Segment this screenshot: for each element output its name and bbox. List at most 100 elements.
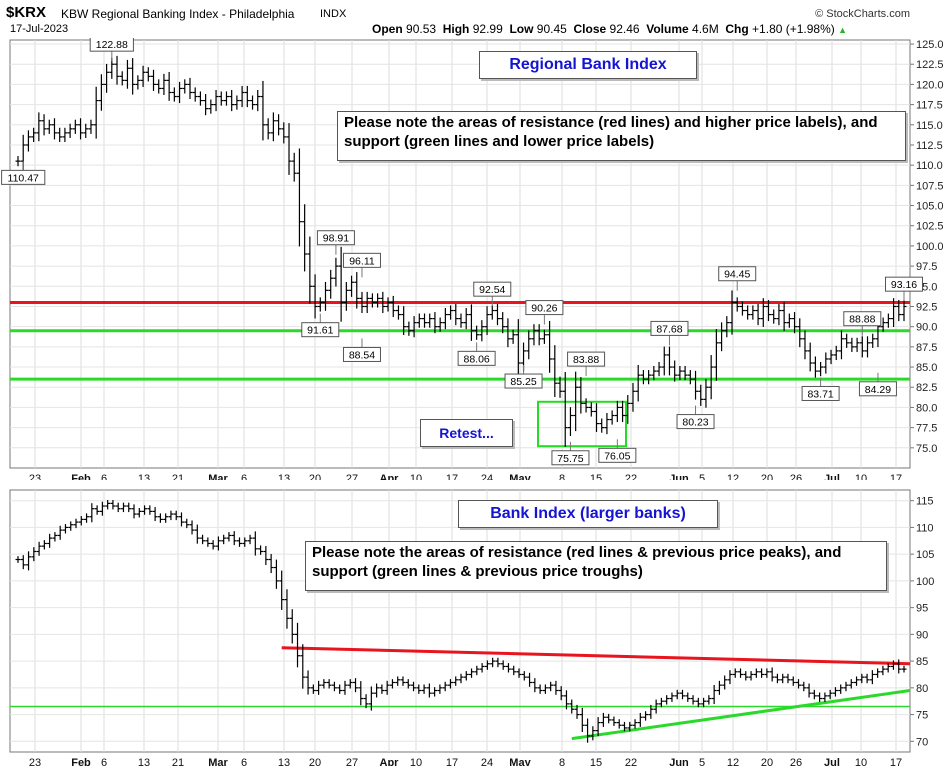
annotation-box <box>1 169 46 185</box>
x-tick-label: 10 <box>855 757 867 766</box>
x-tick-label: Feb <box>71 757 91 766</box>
exchange: INDX <box>320 8 347 20</box>
annotation-label: 92.54 <box>479 284 505 296</box>
open-label: Open <box>372 22 403 36</box>
x-tick-label: 15 <box>590 473 602 480</box>
ohlc-summary: Open 90.53 High 92.99 Low 90.45 Close 92… <box>372 22 847 36</box>
annotation-label: 87.68 <box>656 323 682 335</box>
support-trendline <box>571 689 911 741</box>
y-tick-label: 115.0 <box>916 120 943 132</box>
x-tick-label: 10 <box>855 473 867 480</box>
panel2-title: Bank Index (larger banks) <box>458 500 718 528</box>
x-tick-label: 10 <box>410 757 422 766</box>
low-value: 90.45 <box>536 22 567 36</box>
y-tick-label: 90 <box>916 629 928 641</box>
x-tick-label: 20 <box>761 473 773 480</box>
x-tick-label: 13 <box>278 473 290 480</box>
annotation-box <box>551 450 590 466</box>
y-tick-label: 80 <box>916 683 928 695</box>
annotation-box <box>316 230 355 246</box>
retest-box <box>537 400 627 448</box>
annotation-box <box>567 351 606 367</box>
annotation-label: 94.45 <box>724 269 750 281</box>
symbol: $KRX <box>6 4 47 21</box>
y-tick-label: 110.0 <box>916 160 943 172</box>
annotation-label: 122.88 <box>96 39 128 51</box>
annotation-label: 85.25 <box>510 376 536 388</box>
y-tick-label: 97.5 <box>916 261 937 273</box>
x-tick-label: May <box>509 473 531 480</box>
x-tick-label: Jun <box>669 473 689 480</box>
annotation-label: 83.71 <box>807 388 833 400</box>
y-tick-label: 107.5 <box>916 180 944 192</box>
y-tick-label: 85 <box>916 656 928 668</box>
x-tick-label: Mar <box>208 473 228 480</box>
x-tick-label: 23 <box>29 473 41 480</box>
annotation-label: 75.75 <box>557 453 583 465</box>
annotation-label: 88.06 <box>463 353 489 365</box>
up-arrow-icon: ▲ <box>838 25 848 35</box>
y-tick-label: 120.0 <box>916 79 944 91</box>
annotation-label: 110.47 <box>8 172 39 184</box>
annotation-box <box>342 346 381 362</box>
x-tick-label: 21 <box>172 757 184 766</box>
x-tick-label: 23 <box>29 757 41 766</box>
y-tick-label: 110 <box>916 522 934 534</box>
panel1-note: Please note the areas of resistance (red… <box>337 111 906 161</box>
x-tick-label: 13 <box>278 757 290 766</box>
x-tick-label: 26 <box>790 473 802 480</box>
y-tick-label: 105 <box>916 549 934 561</box>
chg-label: Chg <box>725 22 749 36</box>
x-tick-label: 24 <box>481 757 493 766</box>
annotation-box <box>301 322 340 338</box>
bank-index-panel: 70 75 80 85 90 95 100 105 110 115 23 Feb 6 13 21 Mar 6 13… <box>0 488 952 769</box>
y-tick-label: 92.5 <box>916 301 937 313</box>
index-name: KBW Regional Banking Index - Philadelphi… <box>61 7 295 21</box>
annotation-box <box>342 252 381 268</box>
y-tick-label: 115 <box>916 496 934 508</box>
y-tick-label: 90.0 <box>916 322 937 334</box>
volume-value: 4.6M <box>692 22 719 36</box>
annotation-label: 84.29 <box>865 384 891 396</box>
annotation-box <box>89 36 134 52</box>
annotation-box <box>801 385 840 401</box>
annotation-box <box>885 276 923 292</box>
annotation-label: 88.54 <box>349 349 375 361</box>
x-tick-label: 15 <box>590 757 602 766</box>
x-tick-label: 8 <box>559 473 565 480</box>
y-tick-label: 105.0 <box>916 201 944 213</box>
annotation-box <box>598 447 637 463</box>
x-tick-label: 22 <box>625 473 637 480</box>
x-tick-label: 17 <box>446 473 458 480</box>
x-tick-label: 6 <box>241 757 247 766</box>
x-tick-label: Jun <box>669 757 689 766</box>
retest-label: Retest... <box>420 419 513 447</box>
panel1-title: Regional Bank Index <box>479 51 697 79</box>
plot-frame <box>9 489 911 753</box>
annotation-box <box>858 381 897 397</box>
annotation-box <box>650 320 689 336</box>
annotation-label: 90.26 <box>531 303 557 315</box>
y-tick-label: 77.5 <box>916 423 937 435</box>
x-tick-label: 21 <box>172 473 184 480</box>
annotation-label: 96.11 <box>349 255 375 267</box>
x-tick-label: 12 <box>727 757 739 766</box>
x-tick-label: 13 <box>138 473 150 480</box>
annotation-box <box>718 266 757 282</box>
x-tick-label: 17 <box>890 473 902 480</box>
x-tick-label: 26 <box>790 757 802 766</box>
volume-label: Volume <box>646 22 689 36</box>
chart-date: 17-Jul-2023 <box>10 23 69 35</box>
x-tick-label: 8 <box>559 757 565 766</box>
x-tick-label: Apr <box>380 757 400 766</box>
y-tick-label: 75 <box>916 710 928 722</box>
x-tick-label: 12 <box>727 473 739 480</box>
regional-bank-chart: 75.077.580.082.585.087.590.092.595.097.5… <box>1 36 944 485</box>
x-tick-label: 24 <box>481 473 493 480</box>
annotation-box <box>504 373 543 389</box>
annotation-box <box>525 300 564 316</box>
y-tick-label: 85.0 <box>916 362 937 374</box>
y-tick-label: 82.5 <box>916 382 937 394</box>
x-tick-label: 17 <box>446 757 458 766</box>
